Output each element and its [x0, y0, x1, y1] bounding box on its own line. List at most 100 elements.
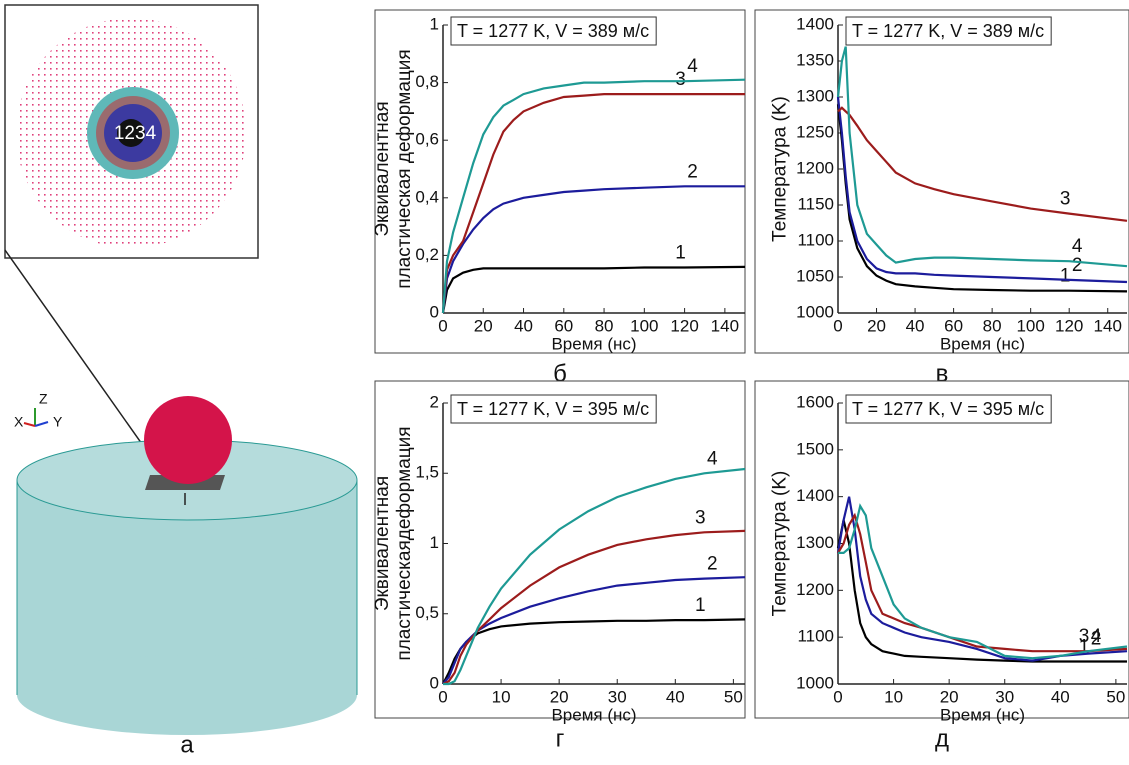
y-tick-label: 1100 [797, 230, 834, 249]
x-tick-label: 140 [1094, 316, 1122, 335]
chart: 0 0,2 0,4 0,6 0,8 1 0 20 40 60 80 100 120 140 Время (н… [372, 9, 746, 387]
series-label: 2 [687, 161, 698, 182]
x-tick-label: 10 [492, 687, 511, 706]
projectile [144, 396, 232, 484]
y-tick-label: 1200 [796, 158, 834, 177]
panel-label: г [556, 725, 565, 752]
chart-frame [374, 380, 746, 719]
series-line [443, 467, 746, 686]
y-axis-label: Температура (K) [770, 96, 791, 242]
chart-title: T = 1277 K, V = 395 м/с [852, 399, 1044, 419]
series-label: 1 [1060, 266, 1071, 287]
panel-label: а [180, 731, 194, 758]
axis-label: Y [53, 414, 63, 430]
axis-label: X [14, 414, 24, 430]
panel-a: 1234 X Y Z а [4, 4, 358, 758]
x-tick-label: 140 [711, 316, 739, 335]
x-tick-label: 20 [474, 316, 493, 335]
y-tick-label: 1400 [796, 486, 834, 505]
y-tick-label: 1500 [796, 439, 834, 458]
zone-label: 4 [146, 123, 157, 144]
x-tick-label: 60 [944, 316, 963, 335]
series-label: 3 [1079, 626, 1090, 647]
x-tick-label: 80 [983, 316, 1002, 335]
panel-label: д [935, 725, 949, 752]
chart-title: T = 1277 K, V = 389 м/с [457, 21, 649, 41]
y-tick-label: 0 [430, 302, 439, 321]
series-line [838, 503, 1128, 660]
chart-title: T = 1277 K, V = 389 м/с [852, 21, 1044, 41]
y-axis-label: пластическая деформация [394, 49, 415, 288]
y-tick-label: 0,6 [415, 130, 439, 149]
y-tick-label: 0,5 [415, 603, 439, 622]
x-tick-label: 0 [833, 687, 842, 706]
zone-labels: 1234 [114, 123, 157, 144]
zone-label: 2 [124, 123, 135, 144]
y-tick-label: 1050 [796, 266, 834, 285]
y-tick-label: 1200 [796, 580, 834, 599]
series-label: 2 [1091, 629, 1102, 650]
title-box [845, 16, 1052, 46]
x-tick-label: 40 [1051, 687, 1070, 706]
y-tick-label: 1600 [796, 392, 834, 411]
panel-label: в [936, 360, 949, 387]
y-tick-label: 0,8 [415, 72, 439, 91]
axis-x [23, 422, 36, 427]
axis-y [34, 421, 49, 427]
x-tick-label: 120 [1055, 316, 1083, 335]
zone-label: 1 [114, 123, 125, 144]
series-line [442, 529, 746, 685]
y-tick-label: 0,4 [415, 187, 439, 206]
series-line [837, 106, 1128, 222]
y-tick-label: 2 [430, 392, 439, 411]
chart-frame [754, 9, 1129, 354]
series-label: 1 [695, 595, 706, 616]
chart-frame [374, 9, 746, 354]
y-tick-label: 1400 [796, 14, 834, 33]
panel-label: б [553, 360, 567, 387]
y-tick-label: 1000 [796, 673, 834, 692]
series-line [836, 496, 1128, 662]
chart-title: T = 1277 K, V = 395 м/с [457, 399, 649, 419]
y-tick-label: 1350 [796, 50, 834, 69]
chart: 1000 1100 1200 1300 1400 1500 1600 0 10 20 30 40 50 В… [754, 380, 1129, 752]
x-tick-label: 20 [867, 316, 886, 335]
chart-frame [754, 380, 1129, 719]
x-tick-label: 40 [666, 687, 685, 706]
series-label: 4 [1091, 626, 1102, 647]
series-label: 3 [675, 69, 686, 90]
y-tick-label: 1250 [796, 122, 834, 141]
y-tick-label: 1 [430, 14, 439, 33]
series-line [836, 519, 1127, 663]
y-tick-label: 1150 [797, 194, 834, 213]
y-tick-label: 1300 [796, 533, 834, 552]
x-axis-label: Время (нс) [551, 334, 636, 353]
zone-label: 3 [135, 123, 146, 144]
zone-1 [117, 119, 145, 147]
series-line [441, 78, 746, 314]
series-label: 1 [1079, 637, 1090, 658]
x-tick-label: 100 [1016, 316, 1044, 335]
y-axis-label: Эквивалентная [372, 101, 393, 236]
x-tick-label: 10 [884, 687, 903, 706]
series-label: 3 [1060, 189, 1071, 210]
x-tick-label: 0 [833, 316, 842, 335]
series-label: 3 [695, 507, 706, 528]
series-label: 1 [675, 243, 686, 264]
title-box [450, 16, 657, 46]
y-tick-label: 1100 [797, 627, 834, 646]
x-tick-label: 50 [1106, 687, 1125, 706]
x-tick-label: 20 [940, 687, 959, 706]
series-label: 2 [1072, 255, 1083, 276]
x-tick-label: 20 [550, 687, 569, 706]
series-label: 2 [707, 554, 718, 575]
x-axis-label: Время (нс) [551, 705, 636, 724]
y-axis-label: Эквивалентная [372, 476, 393, 611]
series-line [836, 96, 1128, 284]
x-tick-label: 0 [438, 687, 447, 706]
y-tick-label: 1300 [796, 86, 834, 105]
title-box [450, 394, 657, 424]
series-line [836, 46, 1128, 268]
